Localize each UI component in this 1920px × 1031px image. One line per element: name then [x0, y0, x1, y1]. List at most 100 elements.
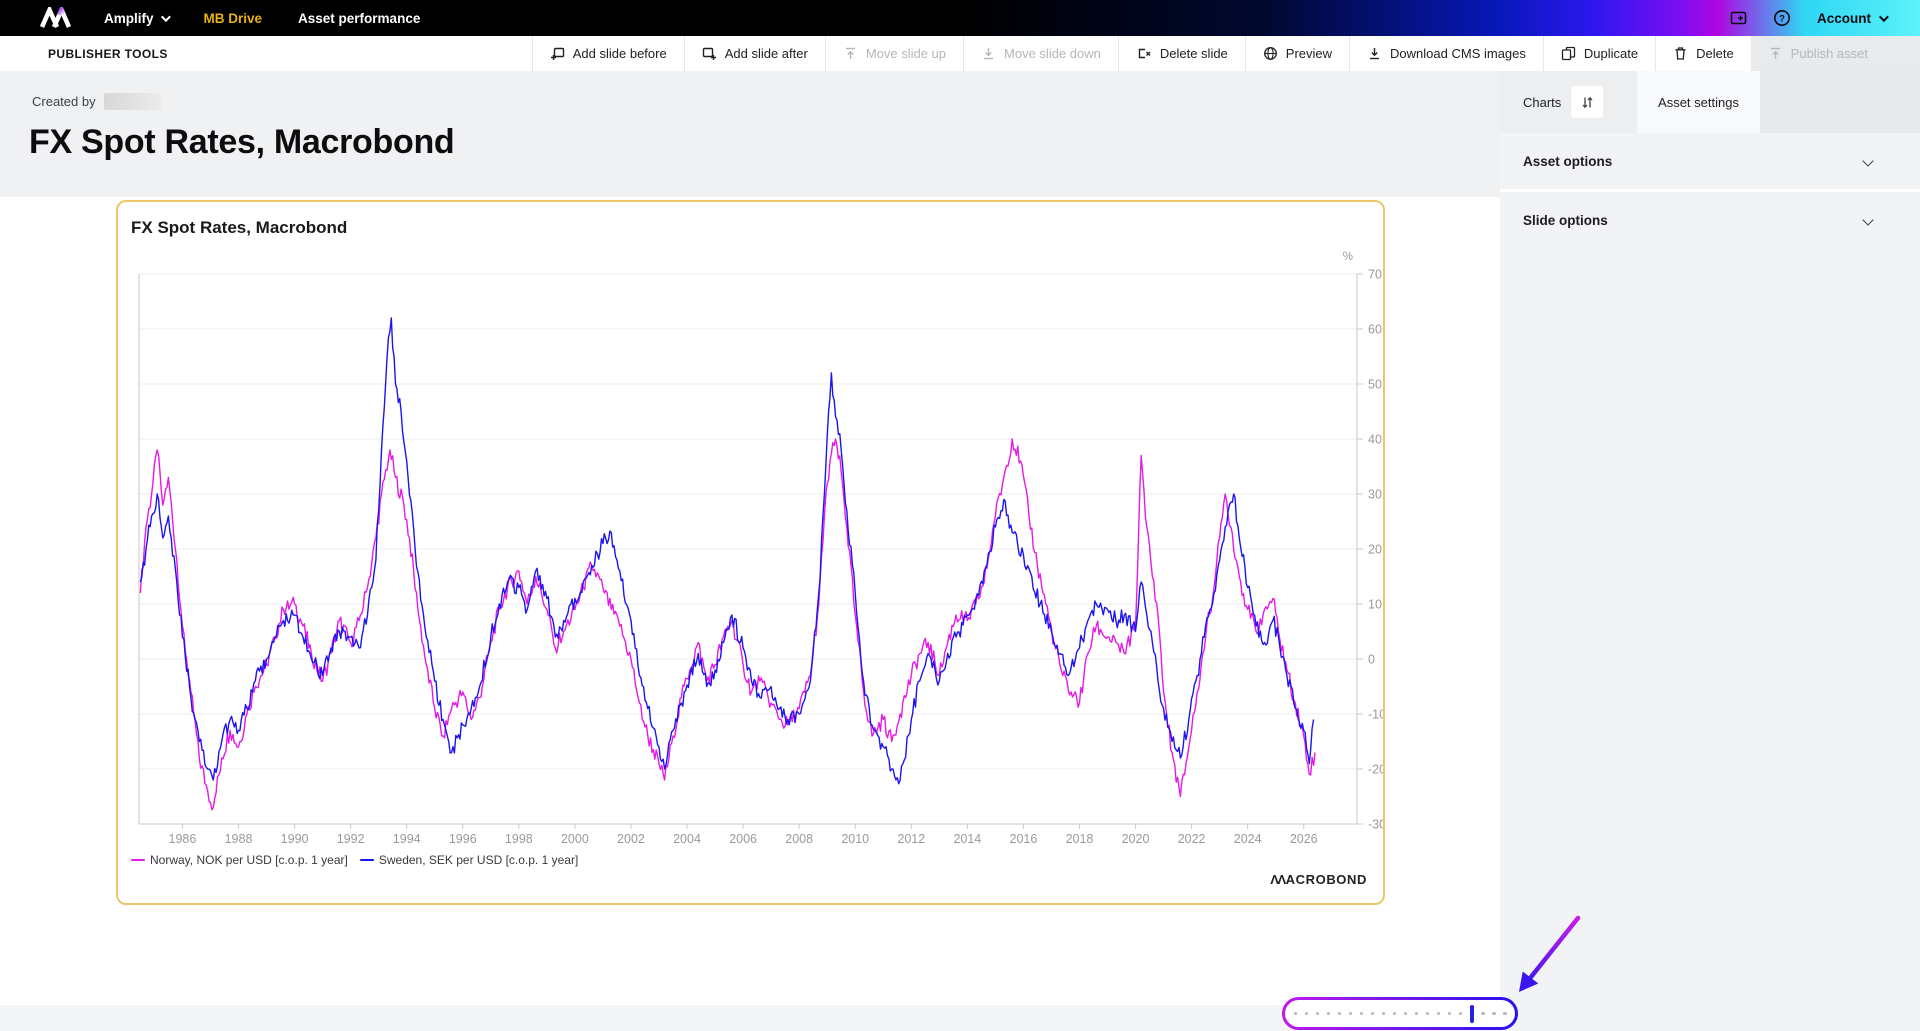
slide-dot[interactable]: [1425, 1011, 1429, 1016]
button-label: Publish asset: [1790, 46, 1868, 61]
download-cms-images-button[interactable]: Download CMS images: [1349, 36, 1543, 71]
slide-dot[interactable]: [1304, 1011, 1308, 1016]
svg-text:%: %: [1343, 251, 1353, 263]
nav-item-asset-performance[interactable]: Asset performance: [298, 11, 420, 26]
duplicate-icon: [1561, 46, 1576, 61]
asset-options-section[interactable]: Asset options: [1500, 133, 1920, 189]
feedback-icon[interactable]: [1730, 10, 1747, 27]
publish-asset-button[interactable]: Publish asset: [1750, 36, 1920, 71]
trash-icon: [1675, 47, 1686, 60]
slide-options-section[interactable]: Slide options: [1500, 192, 1920, 248]
move-slide-up-icon: [845, 47, 855, 59]
svg-text:2006: 2006: [729, 832, 757, 846]
legend-swatch: [359, 858, 374, 862]
svg-text:40: 40: [1368, 433, 1382, 447]
preview-button[interactable]: Preview: [1244, 36, 1350, 71]
chart-slide-card[interactable]: FX Spot Rates, Macrobond 70 60 50 40 30 20 10 0…: [116, 200, 1385, 905]
top-navbar: Amplify MB Drive Asset performance ? Acc…: [0, 0, 1920, 36]
button-label: Preview: [1285, 46, 1333, 61]
sidebar-tabs: Charts Asset settings: [1500, 71, 1920, 133]
tab-charts-label: Charts: [1523, 94, 1562, 110]
account-menu[interactable]: Account: [1817, 10, 1889, 26]
svg-text:2010: 2010: [841, 832, 869, 846]
slide-dot[interactable]: [1370, 1011, 1374, 1016]
slide-dot[interactable]: [1492, 1011, 1496, 1016]
chevron-down-icon: [160, 11, 171, 22]
svg-text:2018: 2018: [1066, 832, 1094, 846]
svg-text:1990: 1990: [281, 832, 309, 846]
svg-text:1992: 1992: [337, 832, 365, 846]
page-title: FX Spot Rates, Macrobond: [29, 123, 455, 161]
bottom-strip: [0, 1005, 1500, 1031]
asset-options-label: Asset options: [1523, 153, 1613, 169]
svg-text:20: 20: [1368, 543, 1382, 557]
slide-options-label: Slide options: [1523, 212, 1608, 228]
legend-swatch: [131, 858, 145, 862]
slide-dot[interactable]: [1381, 1011, 1385, 1016]
settings-sidebar: Charts Asset settings Asset options Slid…: [1500, 71, 1920, 1031]
delete-button[interactable]: Delete: [1655, 36, 1751, 71]
slide-dot[interactable]: [1392, 1011, 1396, 1016]
slide-dot[interactable]: [1414, 1011, 1418, 1016]
button-label: Add slide after: [724, 46, 808, 61]
help-icon[interactable]: ?: [1773, 9, 1791, 27]
button-label: Move slide down: [1004, 46, 1101, 61]
svg-text:2026: 2026: [1290, 832, 1318, 846]
tab-filler: [1760, 71, 1920, 133]
created-by-label: Created by: [32, 94, 96, 109]
svg-text:2024: 2024: [1234, 832, 1262, 846]
slide-progress-pill[interactable]: [1282, 997, 1518, 1030]
duplicate-button[interactable]: Duplicate: [1542, 36, 1656, 71]
slide-dot[interactable]: [1337, 1011, 1341, 1016]
slide-dot[interactable]: [1348, 1011, 1352, 1016]
chevron-down-icon: [1862, 155, 1874, 167]
slide-dot[interactable]: [1458, 1011, 1462, 1016]
slide-dot[interactable]: [1403, 1011, 1407, 1016]
account-label: Account: [1817, 10, 1871, 26]
slide-dot[interactable]: [1315, 1011, 1319, 1016]
sort-icon: [1582, 96, 1593, 108]
slide-dot[interactable]: [1447, 1011, 1451, 1016]
move-slide-down-button[interactable]: Move slide down: [963, 36, 1118, 71]
slide-dot[interactable]: [1359, 1011, 1363, 1016]
svg-text:2004: 2004: [673, 832, 701, 846]
button-label: Add slide before: [572, 46, 667, 61]
svg-text:70: 70: [1368, 268, 1382, 282]
publisher-tools-title: PUBLISHER TOOLS: [48, 46, 168, 61]
button-label: Download CMS images: [1390, 46, 1526, 61]
tab-charts[interactable]: Charts: [1500, 71, 1637, 133]
slide-dot[interactable]: [1481, 1011, 1485, 1016]
button-label: Move slide up: [865, 46, 947, 61]
slide-dot[interactable]: [1326, 1011, 1330, 1016]
delete-slide-button[interactable]: Delete slide: [1117, 36, 1245, 71]
chart-legend: Norway, NOK per USD [c.o.p. 1 year] Swede…: [131, 853, 578, 867]
svg-text:50: 50: [1368, 378, 1382, 392]
slide-dot[interactable]: [1293, 1011, 1297, 1016]
nav-item-mb-drive[interactable]: MB Drive: [204, 11, 263, 26]
svg-text:2008: 2008: [785, 832, 813, 846]
svg-text:2016: 2016: [1010, 832, 1038, 846]
tab-asset-settings[interactable]: Asset settings: [1637, 71, 1760, 133]
annotation-arrow: [1519, 915, 1581, 992]
nav-item-amplify[interactable]: Amplify: [104, 11, 171, 26]
macrobond-logo[interactable]: [40, 7, 76, 29]
add-slide-before-button[interactable]: Add slide before: [531, 36, 684, 71]
svg-text:1986: 1986: [169, 832, 197, 846]
macrobond-watermark: ΛΛACROBOND: [1270, 872, 1367, 887]
slide-dot[interactable]: [1436, 1011, 1440, 1016]
move-slide-up-button[interactable]: Move slide up: [824, 36, 964, 71]
sort-button[interactable]: [1571, 86, 1604, 118]
section-divider: [1500, 189, 1920, 192]
button-label: Delete: [1696, 46, 1734, 61]
delete-slide-icon: [1138, 48, 1151, 59]
author-redacted: [103, 93, 162, 110]
chevron-down-icon: [1862, 214, 1874, 226]
legend-item: Sweden, SEK per USD [c.o.p. 1 year]: [359, 853, 578, 867]
slide-progress-thumb[interactable]: [1469, 1004, 1474, 1023]
add-slide-after-button[interactable]: Add slide after: [683, 36, 825, 71]
slide-dot[interactable]: [1503, 1011, 1507, 1016]
svg-text:1996: 1996: [449, 832, 477, 846]
macrobond-logo-icon: [40, 7, 72, 28]
svg-text:2000: 2000: [561, 832, 589, 846]
svg-text:2020: 2020: [1122, 832, 1150, 846]
